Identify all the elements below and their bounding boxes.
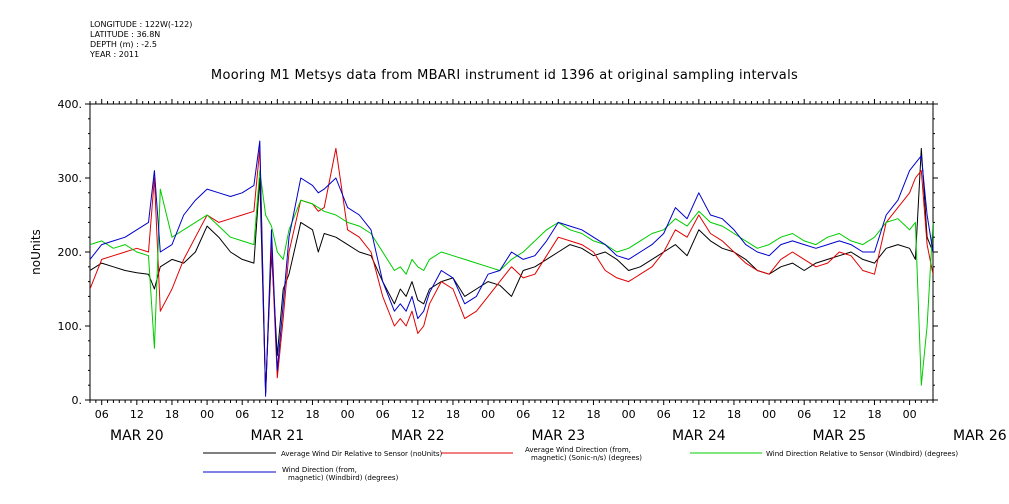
chart-title: Mooring M1 Metsys data from MBARI instru… [210, 68, 799, 83]
legend-label-line2: magnetic) (Sonic-n/s) (degrees) [531, 454, 642, 462]
x-tick-label: 12 [692, 408, 706, 421]
series-line-2 [90, 147, 933, 394]
x-tick-label: 00 [622, 408, 636, 421]
x-day-label: MAR 25 [813, 428, 867, 444]
legend-label: Average Wind Dir Relative to Sensor (noU… [281, 450, 442, 458]
legend-label: Average Wind Direction (from, [525, 446, 631, 454]
x-tick-label: 06 [95, 408, 109, 421]
x-day-label: MAR 24 [672, 428, 726, 444]
x-tick-label: 18 [727, 408, 741, 421]
x-day-label: MAR 21 [251, 428, 305, 444]
x-day-label: MAR 20 [110, 428, 164, 444]
y-axis-label: noUnits [29, 229, 43, 275]
x-tick-label: 18 [586, 408, 600, 421]
x-tick-label: 12 [270, 408, 284, 421]
series-line-3 [90, 170, 933, 386]
y-tick-label: 300. [58, 172, 83, 185]
x-tick-label: 00 [341, 408, 355, 421]
y-tick-label: 0. [72, 394, 83, 407]
metadata-block: LONGITUDE : 122W(-122) LATITUDE : 36.8N … [90, 20, 192, 60]
x-tick-label: 00 [481, 408, 495, 421]
x-tick-label: 00 [200, 408, 214, 421]
x-day-label: MAR 23 [532, 428, 586, 444]
x-tick-label: 06 [376, 408, 390, 421]
x-tick-label: 06 [657, 408, 671, 421]
y-tick-label: 400. [58, 98, 83, 111]
x-day-label: MAR 26 [953, 428, 1007, 444]
x-day-label: MAR 22 [391, 428, 445, 444]
x-tick-label: 12 [411, 408, 425, 421]
legend: Average Wind Dir Relative to Sensor (noU… [203, 446, 958, 482]
legend-label-line2: magnetic) (Windbird) (degrees) [288, 474, 399, 482]
x-tick-label: 18 [305, 408, 319, 421]
legend-label: Wind Direction (from, [282, 466, 357, 474]
x-tick-label: 12 [130, 408, 144, 421]
y-tick-label: 200. [58, 246, 83, 259]
x-tick-label: 06 [235, 408, 249, 421]
y-tick-label: 100. [58, 320, 83, 333]
x-axis: 06 12 18 00 06 12 18 00 06 12 18 00 06 12 18 00 06 12 18 00… [89, 99, 1007, 444]
x-tick-label: 12 [832, 408, 846, 421]
series-group [90, 140, 933, 397]
longitude-text: LONGITUDE : 122W(-122) [90, 20, 193, 29]
y-axis: 0. 100. 200. 300. 400. [58, 98, 938, 407]
x-tick-label: 18 [867, 408, 881, 421]
legend-label: Wind Direction Relative to Sensor (Windb… [766, 450, 958, 458]
x-tick-label: 12 [551, 408, 565, 421]
series-line-1 [90, 147, 933, 394]
x-tick-label: 06 [797, 408, 811, 421]
latitude-text: LATITUDE : 36.8N [90, 30, 161, 39]
series-line-4 [90, 140, 933, 397]
year-text: YEAR : 2011 [90, 50, 140, 59]
x-tick-label: 18 [446, 408, 460, 421]
x-tick-label: 18 [165, 408, 179, 421]
depth-text: DEPTH (m) : -2.5 [90, 40, 157, 49]
x-tick-label: 00 [903, 408, 917, 421]
x-tick-label: 00 [762, 408, 776, 421]
x-tick-label: 06 [516, 408, 530, 421]
